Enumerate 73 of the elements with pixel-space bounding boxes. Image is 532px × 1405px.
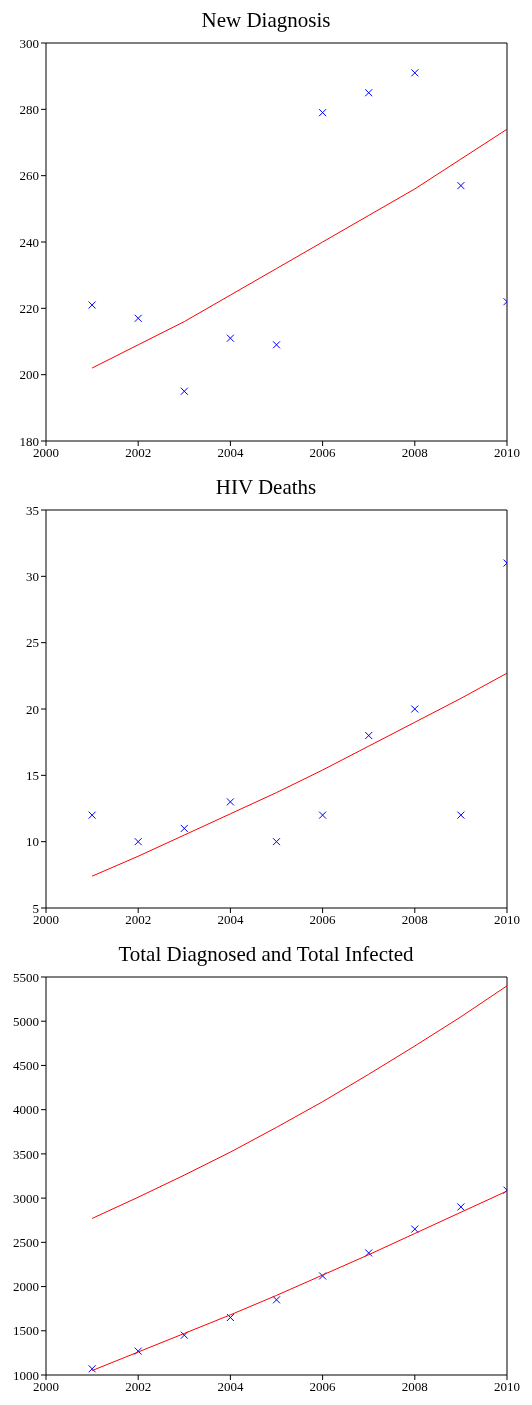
y-tick-label: 260 <box>19 168 39 184</box>
point <box>364 731 373 740</box>
x-tick-label: 2010 <box>494 445 520 461</box>
y-tick-label: 2000 <box>13 1279 39 1295</box>
x-tick-label: 2010 <box>494 1379 520 1395</box>
line-series <box>91 1190 507 1372</box>
point <box>410 68 419 77</box>
y-tick-label: 5500 <box>13 969 39 985</box>
y-tick-label: 3000 <box>13 1190 39 1206</box>
point <box>134 314 143 323</box>
point <box>88 811 97 820</box>
point <box>180 1331 189 1340</box>
x-tick-label: 2002 <box>125 912 152 928</box>
chart-title: Total Diagnosed and Total Infected <box>118 942 414 966</box>
x-tick-label: 2006 <box>309 912 337 928</box>
point <box>456 811 465 820</box>
y-tick-label: 3500 <box>13 1146 39 1162</box>
line-series <box>91 672 507 877</box>
y-tick-label: 180 <box>19 433 39 449</box>
x-tick-label: 2004 <box>217 912 244 928</box>
point <box>318 108 327 117</box>
y-tick-label: 4000 <box>13 1102 39 1118</box>
y-tick-label: 1000 <box>13 1367 39 1383</box>
x-tick-label: 2008 <box>401 1379 428 1395</box>
point <box>226 797 235 806</box>
chart-title: HIV Deaths <box>215 475 317 499</box>
point <box>88 1364 97 1373</box>
x-tick-label: 2002 <box>125 445 152 461</box>
line-series <box>91 985 507 1219</box>
line-series <box>91 128 507 369</box>
y-tick-label: 5 <box>32 900 39 916</box>
point <box>226 334 235 343</box>
point <box>272 1295 281 1304</box>
y-tick-label: 15 <box>26 767 39 783</box>
y-tick-label: 240 <box>19 234 39 250</box>
point <box>410 705 419 713</box>
y-tick-label: 220 <box>19 300 39 316</box>
x-tick-label: 2006 <box>309 445 337 461</box>
point <box>272 837 281 846</box>
x-tick-label: 2002 <box>125 1379 152 1395</box>
x-tick-label: 2008 <box>401 912 428 928</box>
x-tick-label: 2004 <box>217 445 244 461</box>
point <box>318 1271 327 1280</box>
y-tick-label: 1500 <box>13 1323 39 1339</box>
point <box>456 181 465 190</box>
y-tick-label: 35 <box>26 502 39 518</box>
x-tick-label: 2006 <box>309 1379 337 1395</box>
point <box>226 1313 235 1322</box>
point <box>180 387 189 396</box>
x-tick-label: 2010 <box>494 912 520 928</box>
point <box>134 1347 143 1356</box>
y-tick-label: 5000 <box>13 1013 39 1029</box>
chart-title: New Diagnosis <box>201 8 331 32</box>
point <box>456 1202 465 1211</box>
y-tick-label: 30 <box>26 568 39 584</box>
point <box>364 1248 373 1257</box>
point <box>364 88 373 97</box>
point <box>272 340 281 349</box>
y-tick-label: 20 <box>26 701 39 717</box>
y-tick-label: 10 <box>26 834 39 850</box>
y-tick-label: 2500 <box>13 1234 39 1250</box>
y-tick-label: 4500 <box>13 1058 39 1074</box>
y-tick-label: 25 <box>26 635 39 651</box>
point <box>410 1225 419 1234</box>
point <box>134 837 143 846</box>
point <box>88 301 97 310</box>
y-tick-label: 280 <box>19 101 39 117</box>
point <box>318 811 327 820</box>
x-tick-label: 2004 <box>217 1379 244 1395</box>
y-tick-label: 300 <box>19 35 39 51</box>
point <box>180 824 189 833</box>
y-tick-label: 200 <box>19 367 39 383</box>
x-tick-label: 2008 <box>401 445 428 461</box>
